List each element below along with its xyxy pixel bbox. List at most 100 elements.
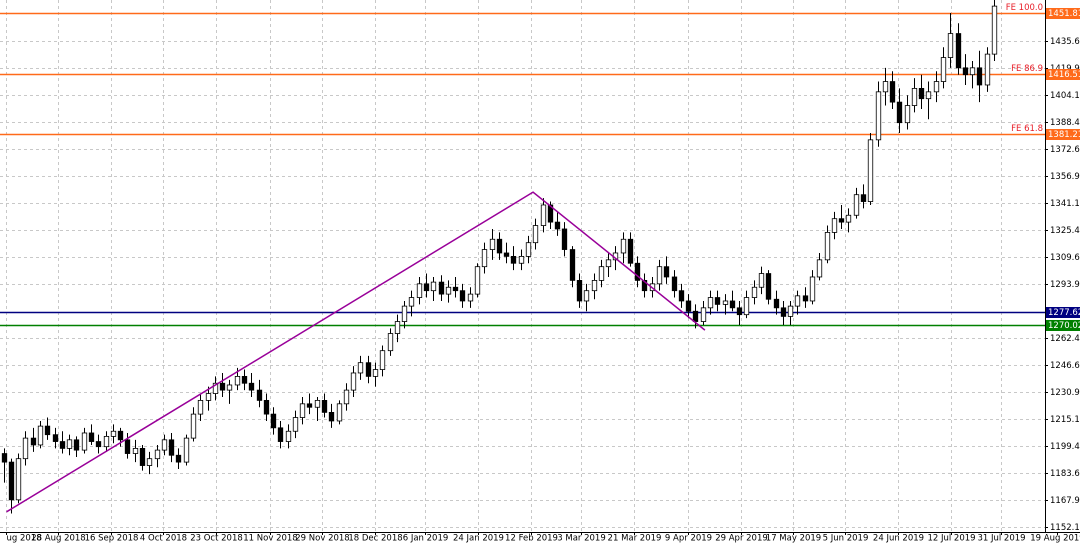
price-tag-label: 1451.81 [1048, 9, 1080, 19]
candle-body [875, 91, 882, 141]
candle-body [860, 194, 867, 202]
candle-body [736, 307, 743, 316]
candle-body [95, 441, 102, 448]
x-tick-label: ug 2018 [7, 534, 42, 544]
candle-body [372, 369, 379, 377]
candle-body [175, 454, 182, 463]
x-tick-label: 23 Oct 2018 [190, 534, 243, 544]
candle-body [554, 221, 561, 230]
candle-body [569, 249, 576, 281]
price-tag-label: 1381.21 [1048, 130, 1080, 140]
candle-body [328, 411, 335, 422]
candle-body [911, 88, 918, 106]
y-tick-label: 1293.90 [1050, 280, 1080, 290]
candle-body [620, 238, 627, 254]
candle-body [532, 225, 539, 244]
level-name: FE 61.8 [1011, 124, 1043, 134]
candle-body [8, 461, 15, 501]
candle-body [634, 262, 641, 281]
x-tick-label: 19 Aug 2019 [1030, 534, 1080, 544]
x-tick-label: 12 Jul 2019 [927, 534, 975, 544]
candle-body [692, 310, 699, 322]
candle-body [365, 362, 372, 377]
candle-body [30, 437, 37, 446]
plot-area [0, 0, 1045, 532]
candle-body [925, 91, 932, 100]
y-tick-label: 1152.15 [1050, 523, 1080, 533]
price-tag [1046, 320, 1080, 331]
candle-body [88, 432, 95, 442]
candle-body [962, 67, 969, 76]
candle-body [1, 453, 8, 463]
candle-body [285, 430, 292, 442]
y-tick-label: 1341.15 [1050, 199, 1080, 209]
candle-body [984, 53, 991, 86]
y-tick-label: 1372.65 [1050, 145, 1080, 155]
candle-body [787, 305, 794, 317]
candle-body [510, 256, 517, 264]
y-tick-label: 1325.40 [1050, 226, 1080, 236]
candle-body [277, 427, 284, 442]
candle-body [379, 350, 386, 370]
candle-body [976, 67, 983, 86]
candle-body [627, 238, 634, 264]
x-tick-label: 12 Feb 2019 [505, 534, 558, 544]
candle-body [394, 321, 401, 334]
y-tick-label: 1435.65 [1050, 37, 1080, 47]
candle-body [882, 81, 889, 93]
candle-body [132, 447, 139, 454]
x-tick-label: 31 Jul 2019 [977, 534, 1025, 544]
price-tag-label: 1270.02 [1048, 321, 1080, 331]
candle-body [219, 382, 226, 391]
candle-body [904, 105, 911, 124]
candle-body [190, 413, 197, 439]
y-tick-label: 1199.4 [1050, 442, 1080, 452]
candle-body [416, 283, 423, 298]
candle-body [183, 437, 190, 463]
candle-body [110, 430, 117, 437]
candle-body [765, 273, 772, 300]
candle-body [816, 259, 823, 278]
price-tag [1046, 129, 1080, 140]
candle-body [940, 57, 947, 82]
x-tick-label: 18 Dec 2018 [348, 534, 402, 544]
candle-body [591, 279, 598, 292]
candle-body [758, 273, 765, 288]
candle-body [518, 256, 525, 264]
candle-body [226, 384, 233, 391]
candle-body [707, 297, 714, 309]
candle-body [452, 286, 459, 292]
trendline [6, 191, 706, 513]
price-tag-label: 1277.62 [1048, 308, 1080, 318]
candle-body [314, 399, 321, 408]
level-name: FE 100.0 [1006, 3, 1043, 13]
candle-body [641, 279, 648, 292]
candle-body [991, 5, 998, 55]
candle-body [256, 389, 263, 401]
y-tick-label: 1167.90 [1050, 496, 1080, 506]
candle-body [503, 252, 510, 257]
candle-body [438, 281, 445, 295]
candle-body [408, 297, 415, 307]
candle-body [656, 266, 663, 285]
candle-body [336, 403, 343, 422]
candle-body [292, 417, 299, 432]
candle-body [729, 300, 736, 309]
candle-body [583, 290, 590, 302]
candle-body [66, 439, 73, 449]
level-name: FE 86.9 [1011, 64, 1043, 74]
candle-body [547, 204, 554, 223]
candle-body [124, 439, 131, 454]
candle-body [853, 194, 860, 216]
candle-body [773, 298, 780, 309]
candle-body [146, 458, 153, 466]
x-tick-label: 4 Oct 2018 [140, 534, 187, 544]
candle-body [357, 362, 364, 374]
candle-body [955, 33, 962, 69]
candle-body [401, 305, 408, 322]
candle-body [430, 281, 437, 292]
candle-body [663, 266, 670, 278]
candle-body [831, 218, 838, 233]
candle-body [889, 81, 896, 103]
x-tick-label: 6 Jan 2019 [403, 534, 449, 544]
